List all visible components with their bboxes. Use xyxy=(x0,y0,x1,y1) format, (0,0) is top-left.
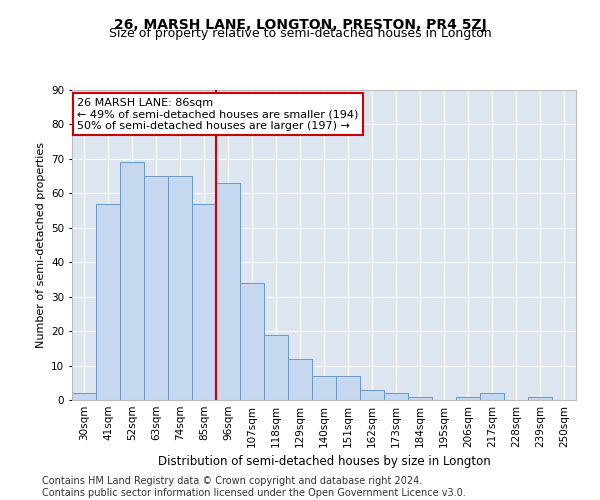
Bar xyxy=(336,376,360,400)
Bar xyxy=(240,283,264,400)
Bar xyxy=(360,390,384,400)
Bar xyxy=(216,183,240,400)
Text: 26, MARSH LANE, LONGTON, PRESTON, PR4 5ZJ: 26, MARSH LANE, LONGTON, PRESTON, PR4 5Z… xyxy=(113,18,487,32)
Bar xyxy=(312,376,336,400)
Bar xyxy=(288,358,312,400)
Bar xyxy=(72,393,96,400)
Bar xyxy=(528,396,552,400)
Bar xyxy=(384,393,408,400)
Bar xyxy=(408,396,432,400)
Bar xyxy=(144,176,168,400)
X-axis label: Distribution of semi-detached houses by size in Longton: Distribution of semi-detached houses by … xyxy=(158,456,490,468)
Bar xyxy=(480,393,504,400)
Bar xyxy=(264,334,288,400)
Text: Size of property relative to semi-detached houses in Longton: Size of property relative to semi-detach… xyxy=(109,28,491,40)
Text: 26 MARSH LANE: 86sqm
← 49% of semi-detached houses are smaller (194)
50% of semi: 26 MARSH LANE: 86sqm ← 49% of semi-detac… xyxy=(77,98,358,131)
Bar xyxy=(96,204,120,400)
Text: Contains HM Land Registry data © Crown copyright and database right 2024.
Contai: Contains HM Land Registry data © Crown c… xyxy=(42,476,466,498)
Bar xyxy=(456,396,480,400)
Bar xyxy=(192,204,216,400)
Y-axis label: Number of semi-detached properties: Number of semi-detached properties xyxy=(35,142,46,348)
Bar xyxy=(168,176,192,400)
Bar xyxy=(120,162,144,400)
